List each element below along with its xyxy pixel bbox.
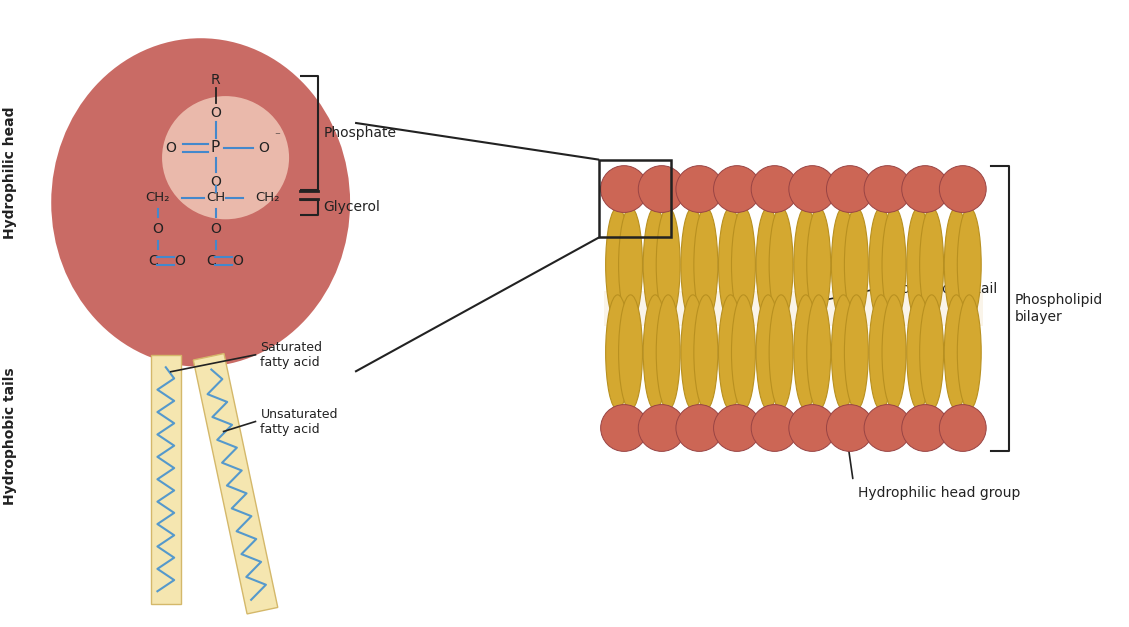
Ellipse shape bbox=[794, 207, 817, 322]
Ellipse shape bbox=[882, 295, 905, 410]
Text: Hydrophobic tails: Hydrophobic tails bbox=[3, 367, 17, 505]
Text: Saturated
fatty acid: Saturated fatty acid bbox=[261, 341, 323, 369]
Text: ⁻: ⁻ bbox=[274, 131, 280, 141]
Ellipse shape bbox=[844, 207, 868, 322]
Circle shape bbox=[676, 166, 723, 213]
Ellipse shape bbox=[882, 207, 905, 322]
Circle shape bbox=[676, 404, 723, 451]
Text: CH₂: CH₂ bbox=[255, 191, 280, 204]
Text: O: O bbox=[174, 254, 185, 268]
Circle shape bbox=[638, 404, 685, 451]
Ellipse shape bbox=[807, 207, 831, 322]
Circle shape bbox=[789, 166, 835, 213]
Circle shape bbox=[939, 404, 987, 451]
Text: Hydrophilic head group: Hydrophilic head group bbox=[858, 486, 1021, 500]
Ellipse shape bbox=[718, 207, 743, 322]
Circle shape bbox=[826, 166, 874, 213]
Ellipse shape bbox=[619, 207, 642, 322]
Ellipse shape bbox=[794, 295, 817, 410]
Circle shape bbox=[789, 404, 835, 451]
Ellipse shape bbox=[694, 295, 718, 410]
Ellipse shape bbox=[869, 207, 893, 322]
Ellipse shape bbox=[944, 207, 969, 322]
Ellipse shape bbox=[944, 295, 969, 410]
Ellipse shape bbox=[907, 207, 930, 322]
Circle shape bbox=[601, 404, 647, 451]
Circle shape bbox=[826, 404, 874, 451]
Ellipse shape bbox=[656, 295, 680, 410]
Text: Phospholipid
bilayer: Phospholipid bilayer bbox=[1015, 293, 1103, 324]
Text: O: O bbox=[210, 106, 221, 120]
Ellipse shape bbox=[831, 207, 856, 322]
Text: Hydrophobic tail: Hydrophobic tail bbox=[883, 282, 997, 295]
Text: R: R bbox=[211, 73, 220, 87]
Text: Hydrophilic head: Hydrophilic head bbox=[3, 107, 17, 239]
Polygon shape bbox=[151, 355, 181, 604]
Text: C: C bbox=[148, 254, 158, 268]
Circle shape bbox=[902, 166, 948, 213]
Ellipse shape bbox=[163, 96, 289, 219]
Ellipse shape bbox=[844, 295, 868, 410]
Ellipse shape bbox=[732, 295, 755, 410]
Ellipse shape bbox=[807, 295, 831, 410]
Polygon shape bbox=[193, 354, 278, 614]
Bar bbox=[604, 290, 982, 327]
Circle shape bbox=[714, 404, 760, 451]
Ellipse shape bbox=[907, 295, 930, 410]
Text: O: O bbox=[210, 174, 221, 189]
Text: O: O bbox=[259, 140, 269, 155]
Ellipse shape bbox=[756, 207, 780, 322]
Ellipse shape bbox=[957, 295, 981, 410]
Ellipse shape bbox=[920, 295, 944, 410]
Ellipse shape bbox=[732, 207, 755, 322]
Ellipse shape bbox=[831, 295, 856, 410]
Ellipse shape bbox=[756, 295, 780, 410]
Text: Glycerol: Glycerol bbox=[323, 201, 380, 214]
Ellipse shape bbox=[681, 207, 704, 322]
Ellipse shape bbox=[769, 295, 793, 410]
Text: O: O bbox=[233, 254, 243, 268]
Text: P: P bbox=[211, 140, 220, 155]
Ellipse shape bbox=[605, 207, 630, 322]
Ellipse shape bbox=[605, 295, 630, 410]
Bar bbox=[599, 160, 671, 238]
Text: O: O bbox=[152, 223, 164, 236]
Text: CH: CH bbox=[205, 191, 225, 204]
Ellipse shape bbox=[957, 207, 981, 322]
Ellipse shape bbox=[718, 295, 743, 410]
Ellipse shape bbox=[51, 38, 350, 367]
Ellipse shape bbox=[619, 295, 642, 410]
Circle shape bbox=[601, 166, 647, 213]
Circle shape bbox=[638, 166, 685, 213]
Text: O: O bbox=[210, 223, 221, 236]
Text: O: O bbox=[165, 140, 176, 155]
Text: Phosphate: Phosphate bbox=[323, 126, 396, 140]
Ellipse shape bbox=[769, 207, 793, 322]
Circle shape bbox=[714, 166, 760, 213]
Circle shape bbox=[751, 404, 798, 451]
Ellipse shape bbox=[644, 207, 667, 322]
Circle shape bbox=[864, 166, 911, 213]
Ellipse shape bbox=[656, 207, 680, 322]
Circle shape bbox=[751, 166, 798, 213]
Ellipse shape bbox=[920, 207, 944, 322]
Text: C: C bbox=[205, 254, 216, 268]
Circle shape bbox=[864, 404, 911, 451]
Ellipse shape bbox=[644, 295, 667, 410]
Text: Unsaturated
fatty acid: Unsaturated fatty acid bbox=[261, 408, 338, 436]
Ellipse shape bbox=[869, 295, 893, 410]
Ellipse shape bbox=[694, 207, 718, 322]
Ellipse shape bbox=[681, 295, 704, 410]
Circle shape bbox=[939, 166, 987, 213]
Text: CH₂: CH₂ bbox=[146, 191, 170, 204]
Circle shape bbox=[902, 404, 948, 451]
